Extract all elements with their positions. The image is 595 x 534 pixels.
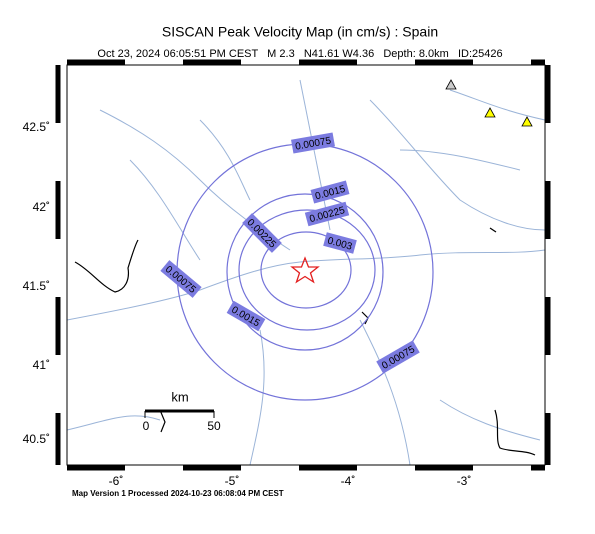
footer: Map Version 1 Processed 2024-10-23 06:08… xyxy=(72,489,284,498)
subtitle: Oct 23, 2024 06:05:51 PM CEST M 2.3 N41.… xyxy=(97,48,502,60)
scale-label: 0 xyxy=(143,419,150,433)
contour-label-box xyxy=(304,201,350,227)
axis-labels: -6˚ -5˚ -4˚ -3˚ 42.5˚ 42˚ 41.5˚ 41˚ 40.5˚ xyxy=(23,120,472,488)
station xyxy=(484,107,496,118)
contour-label-box xyxy=(310,180,350,204)
frame xyxy=(55,59,551,471)
lon-tick-label: -3˚ xyxy=(457,474,472,488)
contour-label-box xyxy=(226,300,266,332)
station xyxy=(445,79,457,90)
coast-lakes xyxy=(74,227,536,456)
scale-title: km xyxy=(171,389,188,404)
contour-label-box xyxy=(376,340,420,374)
lon-tick-label: -4˚ xyxy=(341,474,356,488)
scale-bar: km 0 50 xyxy=(143,389,221,433)
lon-tick-label: -5˚ xyxy=(225,474,240,488)
map-background xyxy=(67,65,545,465)
lat-tick-label: 42.5˚ xyxy=(23,120,50,134)
lat-tick-label: 41.5˚ xyxy=(23,279,50,293)
contour-label-box xyxy=(291,132,335,154)
map-area: 0.000750.00150.002250.0030.002250.000750… xyxy=(66,65,546,466)
station xyxy=(521,116,533,127)
epicenter xyxy=(290,256,320,284)
scale-label: 50 xyxy=(207,419,221,433)
lat-tick-label: 40.5˚ xyxy=(23,432,50,446)
rivers xyxy=(66,79,546,466)
lat-tick-label: 41˚ xyxy=(33,358,50,372)
lon-tick-label: -6˚ xyxy=(109,474,124,488)
contour-label-box xyxy=(160,260,202,298)
contour-label-box xyxy=(242,213,282,253)
contour-label-box xyxy=(323,232,357,254)
title: SISCAN Peak Velocity Map (in cm/s) : Spa… xyxy=(162,24,438,40)
lat-tick-label: 42˚ xyxy=(33,200,50,214)
